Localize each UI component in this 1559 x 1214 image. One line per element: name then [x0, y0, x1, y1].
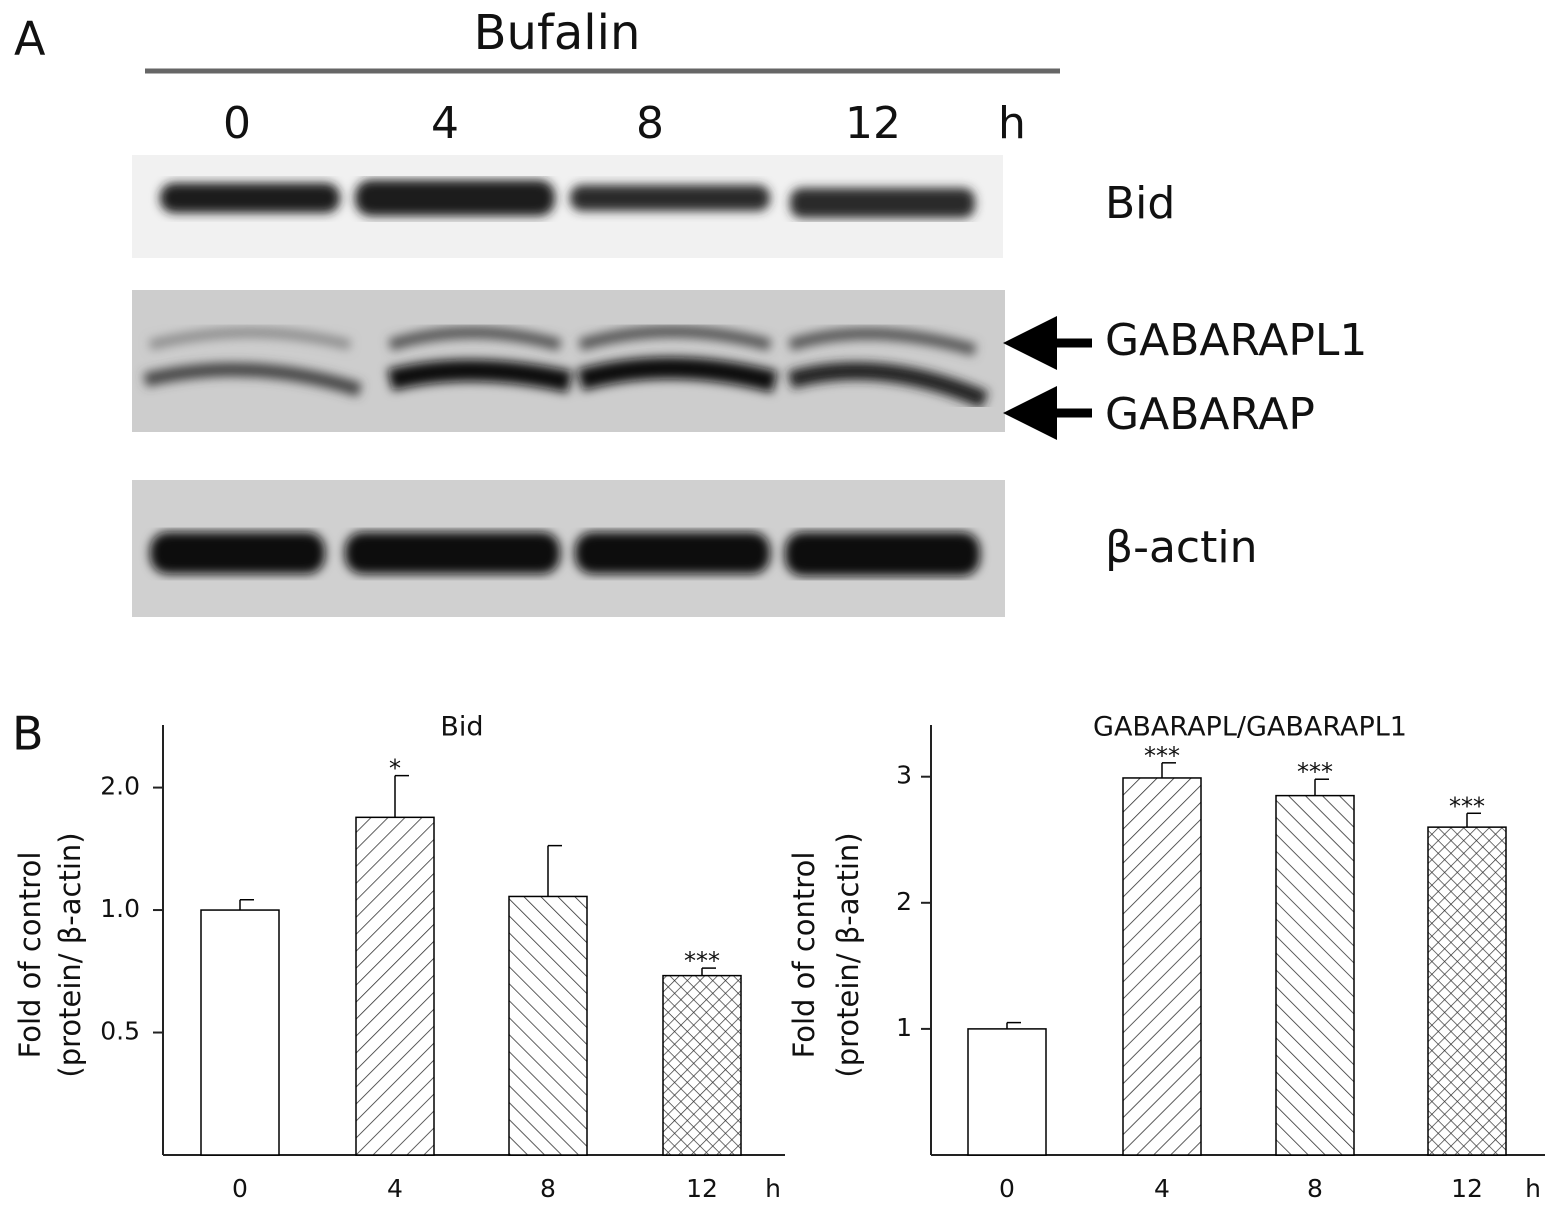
- bar: [200, 909, 280, 1156]
- significance: ***: [684, 947, 720, 975]
- lane-label: 12: [845, 98, 901, 149]
- x-tick-label: 8: [540, 1174, 556, 1203]
- y-tick-label: 0.5: [100, 1017, 140, 1046]
- bar: [1122, 777, 1202, 1156]
- protein-label: β-actin: [1105, 522, 1257, 573]
- treatment-label: Bufalin: [474, 5, 641, 61]
- y-tick-label: 1: [896, 1013, 912, 1042]
- lane-label: 4: [431, 98, 459, 149]
- x-tick-label: 12: [1451, 1174, 1483, 1203]
- x-tick-label: 12: [686, 1174, 718, 1203]
- panel-label: A: [14, 12, 46, 66]
- protein-label: Bid: [1105, 178, 1175, 229]
- y-axis-label: Fold of control: [787, 852, 821, 1059]
- lane-label: 8: [636, 98, 664, 149]
- x-axis-label: h: [765, 1174, 781, 1203]
- y-axis-label: Fold of control: [13, 852, 47, 1059]
- x-tick-label: 4: [387, 1174, 403, 1203]
- blot-actin: [132, 480, 1005, 617]
- significance: ***: [1449, 792, 1485, 820]
- panel-label: B: [12, 707, 44, 761]
- y-tick-label: 2.0: [100, 772, 140, 801]
- x-tick-label: 0: [232, 1174, 248, 1203]
- chart-title: Bid: [440, 712, 483, 743]
- significance: *: [389, 755, 401, 783]
- y-axis-label: (protein/ β-actin): [53, 832, 87, 1077]
- x-tick-label: 0: [999, 1174, 1015, 1203]
- bar: [508, 895, 588, 1156]
- bar: [1275, 794, 1355, 1156]
- bar: [967, 1028, 1047, 1156]
- y-tick-label: 2: [896, 887, 912, 916]
- lane-unit: h: [998, 98, 1026, 149]
- blot-bid: [132, 155, 1003, 258]
- chart-title: GABARAPL/GABARAPL1: [1093, 712, 1407, 743]
- lane-label: 0: [223, 98, 251, 149]
- y-tick-label: 1.0: [100, 894, 140, 923]
- blot-gabarap: [132, 290, 1005, 432]
- x-tick-label: 8: [1307, 1174, 1323, 1203]
- significance: ***: [1144, 742, 1180, 770]
- x-tick-label: 4: [1154, 1174, 1170, 1203]
- x-axis-label: h: [1525, 1174, 1541, 1203]
- significance: ***: [1297, 758, 1333, 786]
- bar: [355, 816, 435, 1156]
- protein-label: GABARAP: [1105, 389, 1315, 440]
- bar: [662, 974, 742, 1156]
- bar: [1427, 826, 1507, 1156]
- y-axis-label: (protein/ β-actin): [831, 832, 865, 1077]
- protein-label: GABARAPL1: [1105, 315, 1367, 366]
- y-tick-label: 3: [896, 761, 912, 790]
